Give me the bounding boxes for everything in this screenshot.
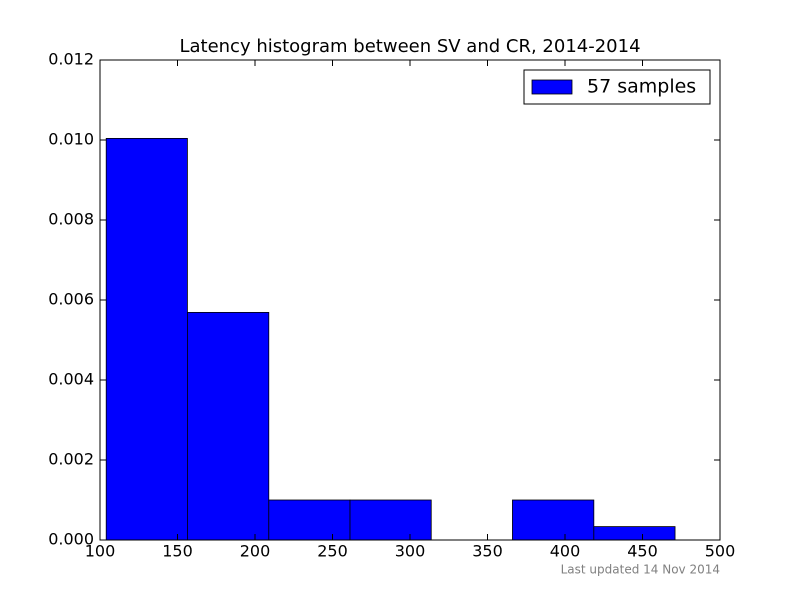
y-tick-label: 0.004 (48, 370, 94, 389)
bar (105, 137, 188, 541)
x-tick-label: 100 (85, 542, 116, 561)
x-tick-label: 200 (240, 542, 271, 561)
legend-label: 57 samples (587, 76, 696, 98)
bar (268, 499, 351, 541)
y-tick-label: 0.012 (48, 50, 94, 69)
bar (512, 499, 595, 541)
x-tick-label: 500 (705, 542, 736, 561)
annotation: Last updated 14 Nov 2014 (561, 563, 720, 577)
y-tick-label: 0.006 (48, 290, 94, 309)
y-tick-label: 0.000 (48, 530, 94, 549)
x-tick-label: 250 (317, 542, 348, 561)
x-tick-label: 400 (550, 542, 581, 561)
y-tick-label: 0.010 (48, 130, 94, 149)
y-tick-label: 0.002 (48, 450, 94, 469)
x-tick-label: 350 (472, 542, 503, 561)
bar (187, 311, 270, 541)
legend-swatch (531, 79, 573, 95)
x-tick-label: 450 (627, 542, 658, 561)
chart-title: Latency histogram between SV and CR, 201… (179, 36, 640, 57)
bar (593, 526, 676, 541)
x-tick-label: 150 (162, 542, 193, 561)
x-tick-label: 300 (395, 542, 426, 561)
y-tick-label: 0.008 (48, 210, 94, 229)
bar (349, 499, 432, 541)
